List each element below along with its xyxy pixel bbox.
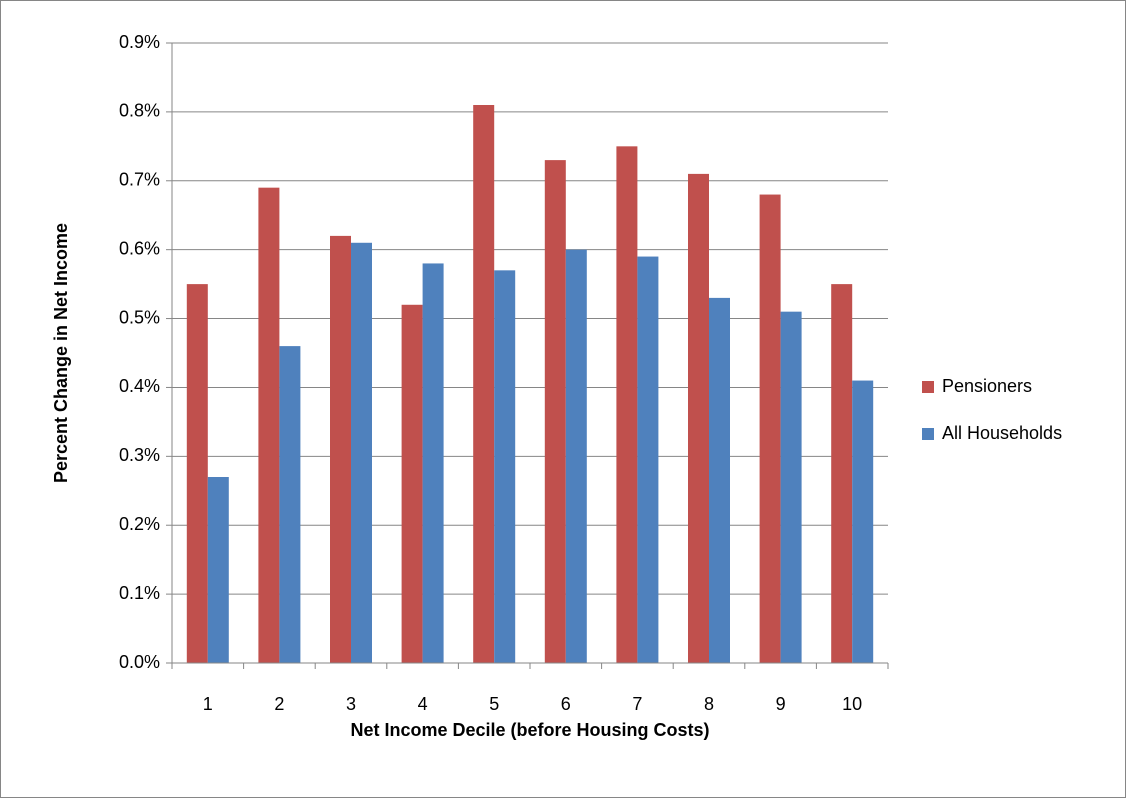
x-tick-label: 10 <box>842 694 862 714</box>
y-axis-title: Percent Change in Net Income <box>51 223 71 483</box>
x-tick-label: 8 <box>704 694 714 714</box>
x-tick-label: 2 <box>274 694 284 714</box>
bar <box>709 297 730 663</box>
legend-swatch <box>922 381 934 393</box>
bar <box>688 173 709 663</box>
x-tick-label: 7 <box>632 694 642 714</box>
y-tick-label: 0.5% <box>119 307 160 327</box>
legend-label: All Households <box>942 423 1062 443</box>
legend-label: Pensioners <box>942 376 1032 396</box>
bar <box>494 270 516 663</box>
legend-swatch <box>922 428 934 440</box>
bar <box>565 249 587 663</box>
bar <box>422 263 444 663</box>
x-tick-label: 5 <box>489 694 499 714</box>
bar <box>207 477 229 663</box>
y-tick-label: 0.1% <box>119 583 160 603</box>
y-tick-label: 0.3% <box>119 445 160 465</box>
y-tick-label: 0.4% <box>119 376 160 396</box>
x-tick-label: 1 <box>203 694 213 714</box>
bar <box>852 380 874 663</box>
bar <box>637 256 659 663</box>
x-axis-title: Net Income Decile (before Housing Costs) <box>350 720 709 740</box>
x-tick-label: 9 <box>776 694 786 714</box>
bar <box>473 105 495 663</box>
bar <box>330 235 351 663</box>
bar <box>351 242 372 663</box>
bar <box>616 146 638 664</box>
bar <box>186 284 208 663</box>
bar <box>258 187 280 663</box>
x-tick-label: 4 <box>418 694 428 714</box>
y-tick-label: 0.6% <box>119 238 160 258</box>
y-tick-label: 0.2% <box>119 514 160 534</box>
bar <box>759 194 781 664</box>
x-tick-label: 3 <box>346 694 356 714</box>
x-tick-label: 6 <box>561 694 571 714</box>
bar <box>401 304 423 663</box>
y-tick-label: 0.7% <box>119 170 160 190</box>
bar <box>831 284 853 663</box>
y-tick-label: 0.0% <box>119 652 160 672</box>
bar <box>780 311 802 663</box>
bar <box>544 160 566 663</box>
bar <box>279 346 301 663</box>
y-tick-label: 0.8% <box>119 101 160 121</box>
y-tick-label: 0.9% <box>119 32 160 52</box>
